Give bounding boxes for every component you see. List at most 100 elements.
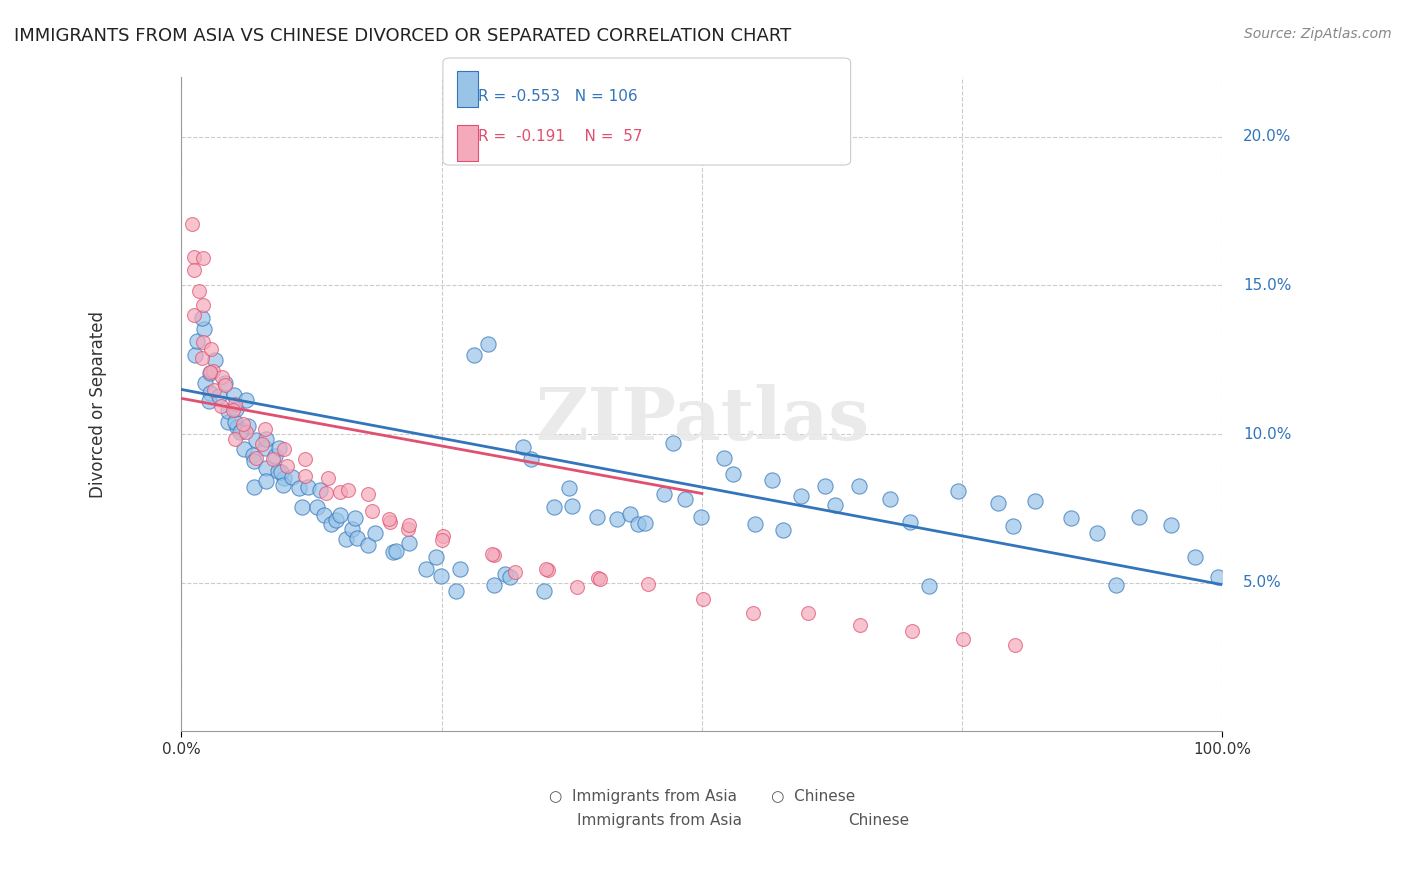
Point bbox=[325, 513, 347, 527]
Point bbox=[357, 487, 380, 501]
Point bbox=[357, 538, 380, 552]
Point bbox=[232, 417, 254, 431]
Point bbox=[536, 562, 558, 576]
Point bbox=[690, 510, 713, 524]
Point bbox=[378, 515, 401, 529]
Point bbox=[586, 571, 609, 585]
Point bbox=[742, 607, 765, 621]
Point bbox=[561, 500, 583, 514]
Point bbox=[382, 545, 405, 559]
Point bbox=[273, 471, 295, 485]
Point bbox=[1160, 518, 1182, 533]
Point bbox=[463, 348, 485, 362]
Point bbox=[198, 386, 221, 401]
Text: ZIPatlas: ZIPatlas bbox=[534, 384, 869, 455]
Point bbox=[1024, 493, 1046, 508]
Point bbox=[477, 337, 499, 351]
Point bbox=[254, 461, 277, 475]
Point bbox=[191, 310, 214, 325]
Point bbox=[343, 510, 366, 524]
Point bbox=[652, 487, 675, 501]
Text: 5.0%: 5.0% bbox=[1243, 575, 1282, 591]
Point bbox=[415, 562, 437, 576]
Point bbox=[211, 370, 233, 384]
Point bbox=[193, 298, 215, 312]
Point bbox=[692, 592, 714, 607]
Point bbox=[194, 376, 217, 390]
Point bbox=[398, 517, 420, 532]
Point bbox=[533, 584, 555, 599]
Point bbox=[224, 432, 246, 446]
Point bbox=[297, 480, 319, 494]
Point bbox=[231, 423, 253, 437]
Point bbox=[201, 364, 224, 378]
Point bbox=[425, 549, 447, 564]
Point bbox=[190, 351, 212, 366]
Point bbox=[262, 452, 284, 467]
Point bbox=[1004, 638, 1026, 652]
Point bbox=[385, 544, 408, 558]
Point bbox=[198, 365, 221, 379]
Point bbox=[558, 482, 581, 496]
Point bbox=[505, 565, 527, 579]
Point bbox=[307, 500, 329, 514]
Point bbox=[319, 517, 342, 532]
Point bbox=[378, 512, 401, 526]
Point bbox=[340, 522, 363, 536]
Point bbox=[270, 466, 292, 480]
Point bbox=[797, 607, 820, 621]
Point bbox=[329, 484, 352, 499]
Point bbox=[235, 425, 257, 440]
Point bbox=[273, 478, 295, 492]
Point bbox=[444, 584, 467, 599]
Point bbox=[200, 343, 222, 357]
Point bbox=[294, 469, 316, 483]
Point bbox=[217, 404, 239, 418]
Point bbox=[198, 367, 221, 381]
Point bbox=[398, 522, 420, 536]
Point bbox=[824, 498, 846, 512]
Point bbox=[276, 458, 298, 473]
Point bbox=[432, 533, 454, 547]
Point bbox=[946, 483, 969, 498]
Point bbox=[312, 508, 335, 522]
Point bbox=[225, 420, 247, 434]
Point bbox=[183, 308, 205, 322]
Point bbox=[499, 569, 522, 583]
Text: Chinese: Chinese bbox=[848, 813, 908, 828]
Text: Source: ZipAtlas.com: Source: ZipAtlas.com bbox=[1244, 27, 1392, 41]
Point bbox=[1206, 570, 1229, 584]
Point bbox=[662, 435, 685, 450]
Point bbox=[193, 252, 215, 266]
Point bbox=[901, 624, 924, 638]
Point bbox=[430, 569, 453, 583]
Point bbox=[250, 437, 273, 451]
Point bbox=[346, 531, 368, 545]
Point bbox=[254, 432, 277, 446]
Point bbox=[233, 442, 256, 457]
Text: 15.0%: 15.0% bbox=[1243, 278, 1292, 293]
Point bbox=[337, 483, 360, 498]
Point bbox=[589, 572, 612, 586]
Point bbox=[713, 450, 735, 465]
Point bbox=[952, 632, 974, 647]
Point bbox=[273, 442, 295, 456]
Point bbox=[225, 402, 247, 417]
Point bbox=[918, 579, 941, 593]
Point bbox=[264, 449, 287, 463]
Point bbox=[637, 577, 659, 591]
Point bbox=[183, 348, 205, 362]
Text: R = -0.553   N = 106: R = -0.553 N = 106 bbox=[478, 89, 638, 104]
Point bbox=[520, 451, 543, 466]
Point bbox=[634, 516, 657, 530]
Point bbox=[245, 433, 267, 447]
Point bbox=[481, 547, 503, 561]
Point bbox=[790, 489, 813, 503]
Point bbox=[291, 500, 314, 515]
Point bbox=[606, 512, 628, 526]
Point bbox=[242, 448, 264, 462]
Point bbox=[238, 419, 260, 434]
Point bbox=[224, 397, 246, 411]
Point bbox=[183, 263, 205, 277]
Point bbox=[512, 440, 534, 454]
